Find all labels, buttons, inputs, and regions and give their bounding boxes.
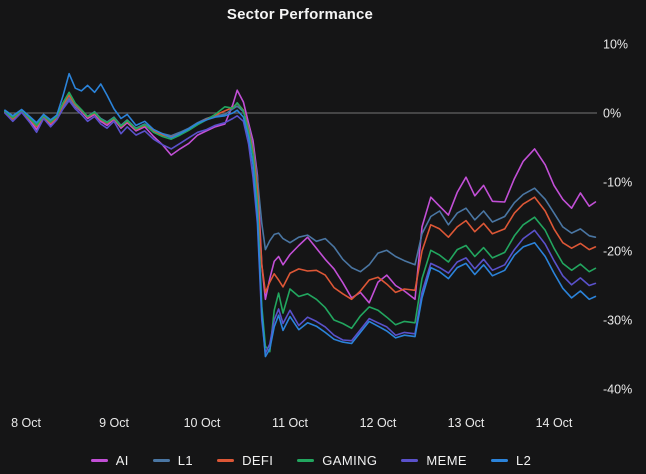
legend-label: MEME bbox=[426, 453, 468, 468]
x-tick-label: 13 Oct bbox=[448, 416, 485, 430]
y-tick-label: -10% bbox=[603, 176, 632, 190]
legend-swatch-l1 bbox=[152, 459, 170, 462]
legend-swatch-gaming bbox=[297, 459, 315, 462]
legend-label: L1 bbox=[177, 453, 194, 468]
series-line-l1 bbox=[4, 97, 597, 273]
legend-swatch-meme bbox=[401, 459, 419, 462]
legend-label: DEFI bbox=[242, 453, 274, 468]
x-tick-label: 14 Oct bbox=[536, 416, 573, 430]
legend-item-ai[interactable]: AI bbox=[90, 453, 129, 468]
legend-item-l2[interactable]: L2 bbox=[491, 453, 531, 468]
x-tick-label: 8 Oct bbox=[11, 416, 41, 430]
y-tick-label: -20% bbox=[603, 245, 632, 259]
series-line-meme bbox=[4, 99, 597, 354]
x-tick-label: 11 Oct bbox=[272, 416, 308, 430]
y-tick-label: -30% bbox=[603, 314, 632, 328]
x-tick-label: 9 Oct bbox=[99, 416, 129, 430]
y-tick-label: 10% bbox=[603, 38, 628, 52]
series-line-gaming bbox=[4, 91, 597, 353]
legend-swatch-l2 bbox=[491, 459, 509, 462]
legend-label: AI bbox=[115, 453, 129, 468]
legend-item-gaming[interactable]: GAMING bbox=[297, 453, 377, 468]
legend-swatch-defi bbox=[217, 459, 235, 462]
legend-swatch-ai bbox=[90, 459, 108, 462]
x-tick-label: 10 Oct bbox=[184, 416, 221, 430]
legend-label: L2 bbox=[516, 453, 532, 468]
legend-item-defi[interactable]: DEFI bbox=[217, 453, 273, 468]
y-tick-label: 0% bbox=[603, 107, 621, 121]
x-tick-label: 12 Oct bbox=[360, 416, 397, 430]
legend: AI L1 DEFI GAMING MEME L2 bbox=[0, 453, 622, 468]
legend-item-meme[interactable]: MEME bbox=[401, 453, 467, 468]
chart-title: Sector Performance bbox=[226, 6, 374, 23]
series-line-ai bbox=[4, 89, 597, 304]
legend-label: GAMING bbox=[322, 453, 378, 468]
legend-item-l1[interactable]: L1 bbox=[152, 453, 194, 468]
y-tick-label: -40% bbox=[603, 383, 632, 397]
series-line-l2 bbox=[4, 72, 597, 358]
